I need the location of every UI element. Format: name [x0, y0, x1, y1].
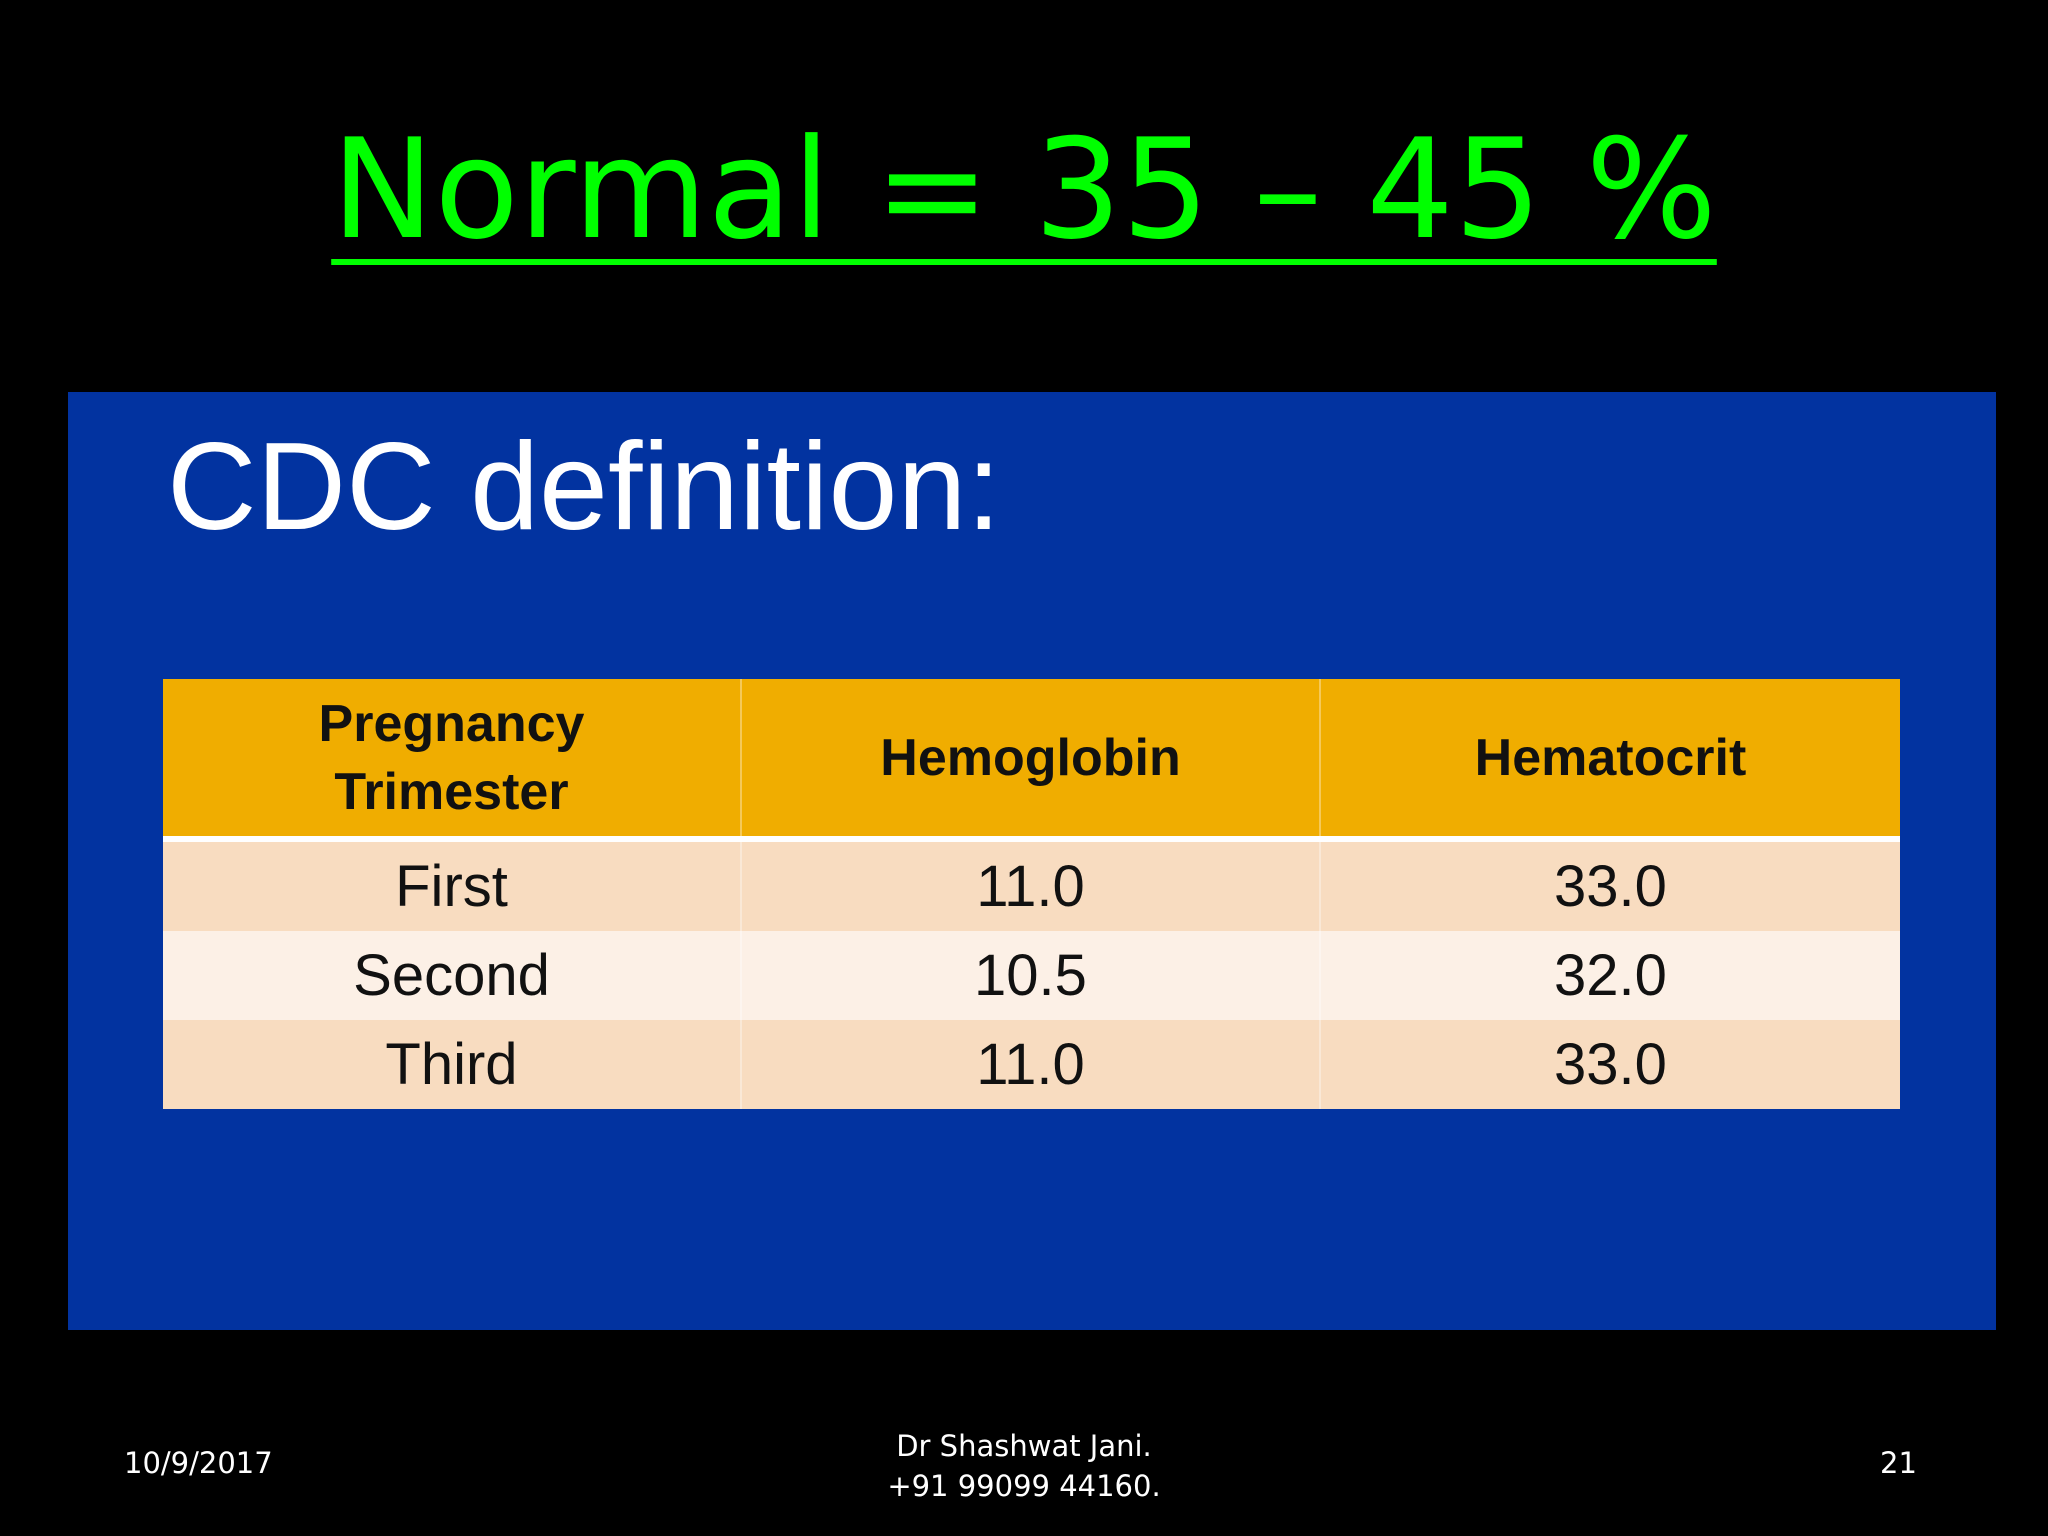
date: 10/9/2017	[124, 1446, 273, 1480]
table-row: Second 10.5 32.0	[163, 931, 1900, 1020]
header-text: Pregnancy Trimester	[318, 694, 585, 821]
header-cell: Pregnancy Trimester	[163, 679, 742, 836]
table-cell: 10.5	[742, 931, 1321, 1020]
header-cell: Hematocrit	[1321, 679, 1900, 836]
table-row: First 11.0 33.0	[163, 836, 1900, 931]
page-number: 21	[1880, 1446, 1917, 1480]
table-cell: 11.0	[742, 1020, 1321, 1109]
panel: CDC definition: Pregnancy Trimester Hemo…	[68, 392, 1996, 1330]
author-line: Dr Shashwat Jani.	[896, 1429, 1152, 1463]
header-row: Pregnancy Trimester Hemoglobin Hematocri…	[163, 679, 1900, 836]
title: Normal = 35 – 45 %	[0, 110, 2048, 270]
table: Pregnancy Trimester Hemoglobin Hematocri…	[163, 679, 1900, 1109]
table-cell: 11.0	[742, 842, 1321, 931]
table-cell: First	[163, 842, 742, 931]
header-text: Hematocrit	[1474, 728, 1747, 787]
author: Dr Shashwat Jani. +91 99099 44160.	[0, 1426, 2048, 1506]
title-text: Normal = 35 – 45 %	[331, 109, 1717, 270]
header-cell: Hemoglobin	[742, 679, 1321, 836]
header-text: Hemoglobin	[880, 728, 1181, 787]
table-cell: Second	[163, 931, 742, 1020]
table-cell: 32.0	[1321, 931, 1900, 1020]
author-line: +91 99099 44160.	[887, 1469, 1161, 1503]
table-body: First 11.0 33.0 Second 10.5 32.0 Third 11.0 33.0	[163, 836, 1900, 1109]
table-cell: 33.0	[1321, 842, 1900, 931]
table-row: Third 11.0 33.0	[163, 1020, 1900, 1109]
table-cell: Third	[163, 1020, 742, 1109]
heading: CDC definition:	[167, 418, 1001, 556]
table-cell: 33.0	[1321, 1020, 1900, 1109]
